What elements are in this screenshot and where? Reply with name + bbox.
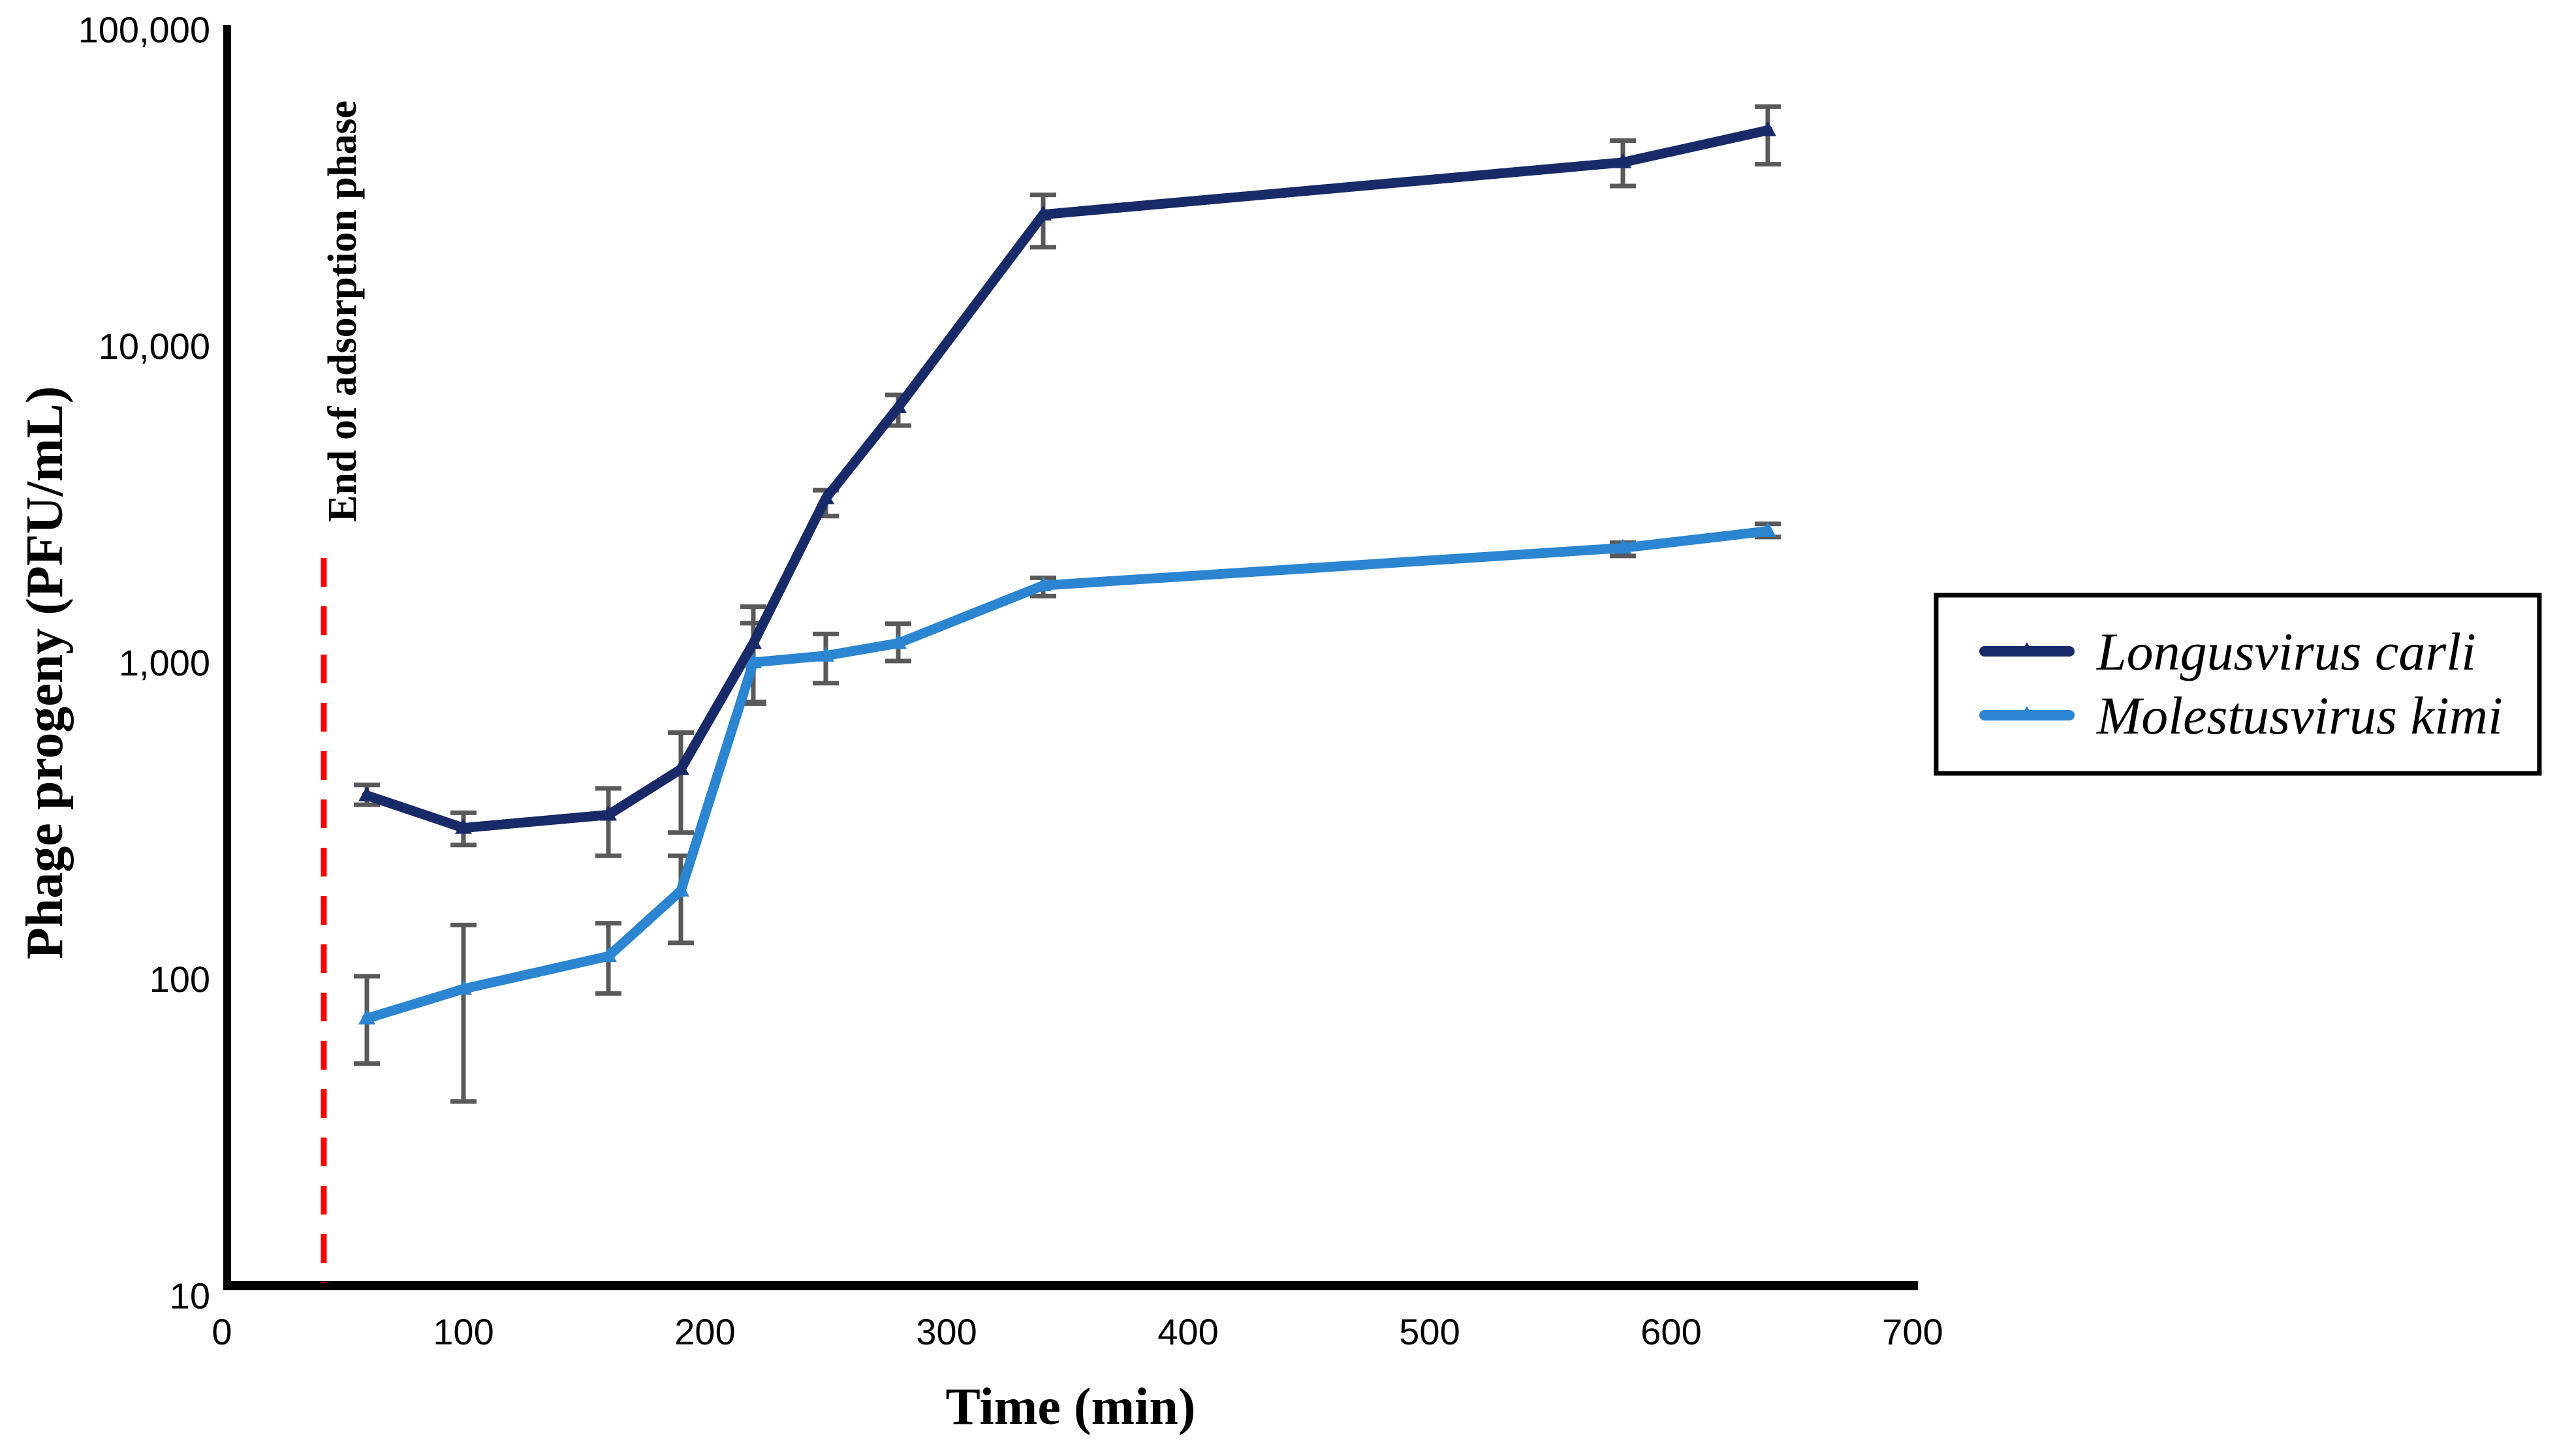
x-tick-label: 100 [433,1311,494,1352]
error-bars-group [354,104,1781,1104]
data-point-marker [600,805,617,821]
data-point-marker [890,634,907,649]
x-tick-labels: 0 100 200 300 400 500 600 700 [212,1311,1943,1352]
y-tick-labels: 10 100 1,000 10,000 100,000 [78,9,210,1316]
data-point-marker [890,398,907,414]
data-point-marker [600,947,617,963]
data-point-marker [1759,121,1776,136]
series-lines-group [358,121,1776,1025]
y-tick-label: 10 [170,1275,210,1316]
data-point-marker [817,646,834,662]
y-tick-label: 100,000 [78,9,210,50]
data-point-marker [358,786,375,801]
data-point-marker [1035,576,1052,592]
y-axis-title: Phage progeny (PFU/mL) [16,386,74,959]
data-point-marker [1759,521,1776,537]
legend-triangle-marker-icon [2018,706,2035,720]
x-tick-label: 600 [1640,1311,1701,1352]
data-point-marker [745,653,762,668]
data-point-marker [455,818,472,834]
legend-label-longusvirus: Longusvirus carli [2096,622,2476,681]
x-tick-label: 0 [212,1311,232,1352]
legend-item-molestusvirus: Molestusvirus kimi [1979,686,2503,745]
data-point-marker [672,881,689,897]
data-point-marker [1035,205,1052,221]
series-line-longusvirus [362,125,1773,833]
x-tick-label: 300 [916,1311,977,1352]
data-point-marker [672,760,689,775]
x-tick-label: 400 [1157,1311,1218,1352]
adsorption-phase-annotation: End of adsorption phase [321,101,365,522]
data-point-marker [817,489,834,504]
data-point-marker [745,634,762,649]
legend-triangle-marker-icon [2018,642,2035,657]
x-tick-label: 500 [1399,1311,1460,1352]
data-point-marker [1614,153,1631,168]
x-tick-label: 200 [674,1311,735,1352]
x-axis-title: Time (min) [946,1378,1196,1436]
data-point-marker [455,980,472,995]
legend-label-molestusvirus: Molestusvirus kimi [2096,686,2503,745]
legend-box: Longusvirus carli Molestusvirus kimi [1934,593,2542,776]
legend-item-longusvirus: Longusvirus carli [1979,622,2476,681]
y-tick-label: 1,000 [119,642,210,683]
legend-border [1934,593,2542,776]
y-tick-label: 10,000 [99,326,210,367]
series-line-molestusvirus [362,526,1773,1024]
x-tick-label: 700 [1882,1311,1943,1352]
data-point-marker [1614,538,1631,554]
y-tick-label: 100 [149,959,210,1000]
data-point-marker [358,1009,375,1025]
